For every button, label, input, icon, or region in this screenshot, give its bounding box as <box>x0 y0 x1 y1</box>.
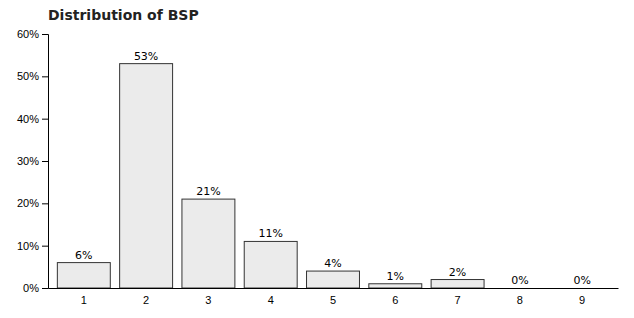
bar <box>182 199 235 288</box>
y-tick-label: 50% <box>17 70 39 82</box>
bar <box>120 64 173 288</box>
y-tick-label: 40% <box>17 113 39 125</box>
bar <box>493 288 546 289</box>
data-label: 11% <box>258 227 282 240</box>
axis-line <box>42 35 49 289</box>
chart: 1 2 3 4 5 6 7 8 9 0% 10% 20% 30% 40% 50% 60% 6% 53% 21% 11%… <box>0 0 634 318</box>
axis-line <box>49 288 619 289</box>
data-labels: 6% 53% 21% 11% 4% 1% 2% 0% 0% <box>75 50 591 287</box>
y-tick-label: 0% <box>23 282 39 294</box>
data-label: 4% <box>324 257 341 270</box>
bar <box>431 280 484 288</box>
y-tick-mark <box>42 34 48 35</box>
data-label: 2% <box>449 266 466 279</box>
y-tick-mark <box>42 119 48 120</box>
y-tick: 60% <box>17 28 48 40</box>
y-tick: 50% <box>17 70 48 82</box>
x-tick-label: 7 <box>455 294 461 306</box>
x-tick-label: 6 <box>392 294 398 306</box>
bar <box>556 288 609 289</box>
y-axis: 0% 10% 20% 30% 40% 50% 60% <box>17 28 49 294</box>
data-label: 1% <box>387 270 404 283</box>
x-tick: 3 <box>205 294 211 306</box>
data-label: 0% <box>573 274 590 287</box>
x-tick: 9 <box>579 294 585 306</box>
y-tick-mark <box>42 288 48 289</box>
plot: 1 2 3 4 5 6 7 8 9 0% 10% 20% 30% 40% 50% 60% 6% 53% 21% 11%… <box>17 28 619 306</box>
bar <box>244 241 297 288</box>
x-tick: 7 <box>455 294 461 306</box>
y-tick-mark <box>42 161 48 162</box>
data-label: 0% <box>511 274 528 287</box>
y-tick-mark <box>42 203 48 204</box>
y-tick-label: 30% <box>17 155 39 167</box>
bar <box>307 271 360 288</box>
x-tick-label: 8 <box>517 294 523 306</box>
data-label: 53% <box>134 50 158 63</box>
x-tick: 8 <box>517 294 523 306</box>
x-tick-label: 5 <box>330 294 336 306</box>
data-label: 6% <box>75 249 92 262</box>
y-tick: 30% <box>17 155 48 167</box>
x-tick-label: 3 <box>205 294 211 306</box>
y-tick: 0% <box>23 282 48 294</box>
x-tick-label: 2 <box>143 294 149 306</box>
x-axis: 1 2 3 4 5 6 7 8 9 <box>49 289 619 306</box>
title: Distribution of BSP <box>48 7 199 23</box>
bars <box>57 64 484 288</box>
x-tick-label: 1 <box>81 294 87 306</box>
x-tick-label: 4 <box>268 294 274 306</box>
y-tick-label: 10% <box>17 240 39 252</box>
x-tick: 5 <box>330 294 336 306</box>
y-tick-label: 60% <box>17 28 39 40</box>
y-tick-label: 20% <box>17 197 39 209</box>
x-tick: 1 <box>81 294 87 306</box>
x-tick: 6 <box>392 294 398 306</box>
x-tick: 2 <box>143 294 149 306</box>
data-label: 21% <box>196 185 220 198</box>
y-tick-mark <box>42 76 48 77</box>
x-tick: 4 <box>268 294 274 306</box>
y-tick: 20% <box>17 197 48 209</box>
x-tick-label: 9 <box>579 294 585 306</box>
y-tick-mark <box>42 246 48 247</box>
y-tick: 40% <box>17 113 48 125</box>
bar <box>57 263 110 288</box>
bar <box>369 284 422 288</box>
y-tick: 10% <box>17 240 48 252</box>
